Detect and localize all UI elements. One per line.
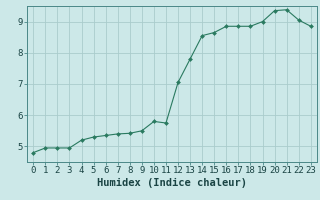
X-axis label: Humidex (Indice chaleur): Humidex (Indice chaleur): [97, 178, 247, 188]
